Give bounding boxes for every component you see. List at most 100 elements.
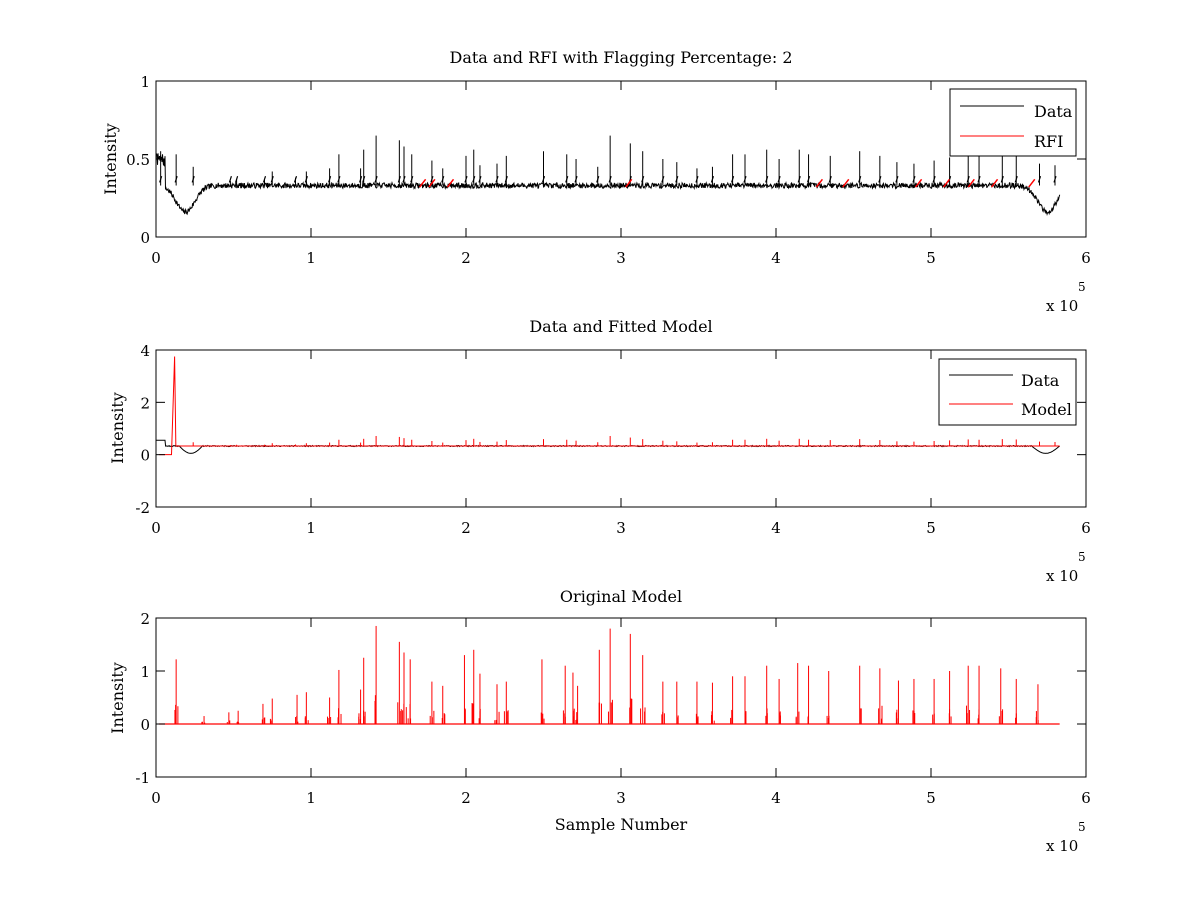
panel-1-data-peak-base <box>441 175 445 183</box>
panel-2-legend-model-label: Model <box>1021 400 1072 419</box>
panel-1-data-peak-base <box>731 175 735 183</box>
panel-1-data-peak-base <box>1014 175 1018 183</box>
panel-1-title: Data and RFI with Flagging Percentage: 2 <box>449 48 792 67</box>
panel-1: Data and RFI with Flagging Percentage: 2… <box>101 48 1091 315</box>
panel-2-legend-data-label: Data <box>1021 371 1060 390</box>
panel-2-xtick-label: 4 <box>771 519 781 537</box>
panel-2-xtick-label: 0 <box>151 519 161 537</box>
panel-1-rfi-mark <box>915 178 923 188</box>
panel-3-ytick-label: 2 <box>140 610 150 628</box>
panel-1-data-peak-base <box>858 175 862 183</box>
panel-1-ytick-label: 0 <box>140 229 150 247</box>
panel-1-ticks: 0 1 2 3 4 5 6 0 0.5 1 <box>126 73 1091 267</box>
panel-3-xtick-label: 3 <box>616 789 626 807</box>
panel-2-ytick-label: 0 <box>140 447 150 465</box>
panel-1-data-peak-base <box>977 175 981 183</box>
panel-1-data-peak-base <box>661 175 665 183</box>
panel-1-data-peak-base <box>362 175 366 183</box>
panel-1-xtick-label: 2 <box>461 249 471 267</box>
panel-1-data-peak-base <box>710 175 715 183</box>
panel-1-legend-data-label: Data <box>1034 102 1073 121</box>
panel-1-rfi-mark <box>942 178 951 188</box>
panel-2-xtick-label: 6 <box>1081 519 1091 537</box>
panel-3-x-multiplier: x 10 <box>1046 837 1078 855</box>
panel-3-xtick-label: 1 <box>306 789 316 807</box>
panel-2-xtick-label: 2 <box>461 519 471 537</box>
panel-1-data-peak-base <box>565 175 569 183</box>
panel-2-x-multiplier: x 10 <box>1046 567 1078 585</box>
panel-1-data-peak-base <box>464 175 468 183</box>
panel-1-xtick-label: 3 <box>616 249 626 267</box>
panel-3-xtick-label: 6 <box>1081 789 1091 807</box>
panel-1-data-peak-base <box>262 175 267 183</box>
panel-3-plot-area <box>159 625 1060 725</box>
panel-1-data-peak-base <box>966 175 970 183</box>
panel-1-rfi-mark <box>419 178 427 188</box>
panel-1-data-peak-base <box>765 175 769 183</box>
panel-1-data-peak-base <box>337 175 341 183</box>
panel-1-data-peak-base <box>1053 175 1057 183</box>
panel-3-xtick-label: 0 <box>151 789 161 807</box>
panel-2-legend-box <box>938 358 1077 426</box>
panel-1-data-peak-base <box>293 175 298 183</box>
panel-1-data-peak-base <box>828 175 832 183</box>
panel-1-data-peak-base <box>472 175 476 183</box>
panel-1-data-peak-base <box>695 175 699 183</box>
panel-2-ytick-label: 4 <box>140 342 150 360</box>
panel-1-data-peak-base <box>228 175 232 183</box>
panel-1-x-multiplier-exponent: 5 <box>1078 280 1086 294</box>
panel-1-data-peak-base <box>410 175 414 183</box>
panel-3-xlabel: Sample Number <box>555 815 688 834</box>
panel-1-data-peak-base <box>777 175 781 183</box>
panel-1-ytick-label: 0.5 <box>126 151 150 169</box>
panel-3-ytick-label: 0 <box>140 716 150 734</box>
panel-2-xtick-label: 5 <box>926 519 936 537</box>
panel-2-model-line <box>159 356 1060 456</box>
panel-1-xtick-label: 4 <box>771 249 781 267</box>
panel-3-xtick-label: 2 <box>461 789 471 807</box>
panel-3-ytick-label: -1 <box>135 769 150 787</box>
panel-3-title: Original Model <box>560 587 682 606</box>
panel-2-ylabel: Intensity <box>108 392 127 464</box>
panel-1-data-peak-base <box>359 175 363 183</box>
panel-1-data-peak-base <box>1037 175 1042 183</box>
panel-1-data-peak-base <box>608 175 612 183</box>
panel-3-xtick-label: 5 <box>926 789 936 807</box>
panel-1-data-peak-base <box>1000 175 1004 183</box>
panel-2-ytick-label: 2 <box>140 394 150 412</box>
panel-1-legend: Data RFI <box>949 88 1077 157</box>
panel-1-legend-box <box>949 88 1077 157</box>
panel-1-rfi-mark <box>967 178 975 188</box>
panel-1-xtick-label: 0 <box>151 249 161 267</box>
panel-1-data-peak-base <box>574 175 578 183</box>
panel-1-data-peak-base <box>402 175 406 183</box>
panel-1-data-peak-base <box>596 175 600 183</box>
panel-1-rfi-mark <box>815 178 823 188</box>
panel-1-data-peak-base <box>641 175 645 183</box>
panel-1-data-peak-base <box>932 175 936 183</box>
panel-3-ylabel: Intensity <box>108 662 127 734</box>
panel-2-xtick-label: 3 <box>616 519 626 537</box>
panel-1-data-peak-base <box>504 175 508 183</box>
panel-1-data-peak-base <box>374 175 378 183</box>
panel-3-ytick-label: 1 <box>140 663 150 681</box>
panel-1-data-peak-base <box>912 175 916 183</box>
panel-1-legend-rfi-label: RFI <box>1034 132 1063 151</box>
panel-1-data-peak-base <box>806 175 811 183</box>
panel-1-data-peak-base <box>878 175 882 183</box>
panel-3-xtick-label: 4 <box>771 789 781 807</box>
panel-1-rfi-mark <box>842 178 850 188</box>
panel-3-x-multiplier-exponent: 5 <box>1078 820 1086 834</box>
panel-1-data-peak-base <box>304 175 308 183</box>
panel-1-rfi-mark <box>625 178 633 188</box>
panel-2: Data and Fitted Model Intensity 0 1 2 3 4 5 6 -… <box>108 317 1091 585</box>
panel-1-data-peak-base <box>743 175 747 183</box>
panel-1-data-peak-base <box>895 175 899 183</box>
panel-1-data-peak-base <box>495 175 499 183</box>
panel-2-legend: Data Model <box>938 358 1077 426</box>
panel-1-data-peak-base <box>675 175 679 183</box>
panel-1-data-peak-base <box>191 175 195 183</box>
